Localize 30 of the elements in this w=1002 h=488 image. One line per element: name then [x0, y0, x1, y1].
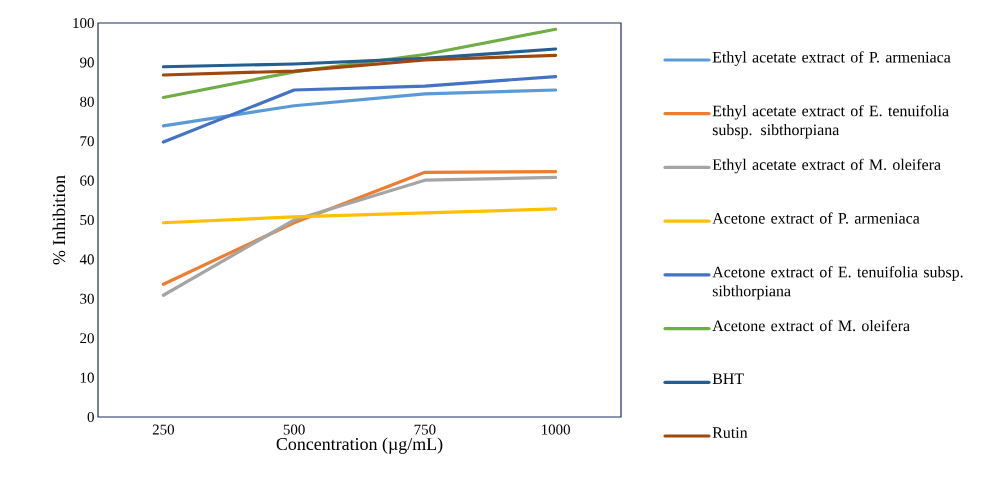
y-axis-title: % Inhibition — [52, 175, 66, 265]
y-tick-label: 0 — [87, 411, 94, 423]
legend-label: Ethyl acetate extract of M. oleifera — [712, 158, 941, 174]
line-series — [161, 74, 558, 144]
legend-label: Ethyl acetate extract of P. armeniaca — [712, 51, 951, 66]
y-tick-label: 20 — [80, 333, 94, 344]
x-axis-title: Concentration (µg/mL) — [276, 437, 443, 454]
y-tick-label: 10 — [80, 372, 94, 383]
y-tick-label: 70 — [80, 136, 94, 147]
y-tick-label: 100 — [73, 17, 94, 29]
legend-label: Rutin — [712, 427, 748, 438]
y-tick-label: 80 — [80, 96, 94, 107]
y-tick-label: 90 — [80, 57, 94, 68]
y-tick-label: 60 — [80, 175, 94, 186]
legend-label: Ethyl acetate extract of E. tenuifolia subsp. sibthorpiana — [712, 104, 949, 139]
y-tick-label: 50 — [80, 214, 94, 226]
line-series — [161, 53, 558, 77]
legend-label: BHT — [712, 373, 744, 384]
line-series — [161, 47, 558, 69]
line-series — [161, 207, 558, 225]
legend-label: Acetone extract of P. armeniaca — [712, 212, 920, 224]
x-tick-label: 500 — [283, 424, 305, 435]
x-tick-label: 750 — [414, 424, 436, 435]
legend-label: Acetone extract of E. tenuifolia subsp. sibthorpiana — [712, 266, 963, 300]
x-tick-label: 1000 — [542, 424, 571, 435]
legend-label: Acetone extract of M. oleifera — [712, 319, 910, 332]
line-series — [161, 88, 558, 128]
y-tick-label: 40 — [79, 254, 94, 265]
y-tick-label: 30 — [80, 293, 94, 304]
x-tick-label: 250 — [152, 424, 175, 435]
